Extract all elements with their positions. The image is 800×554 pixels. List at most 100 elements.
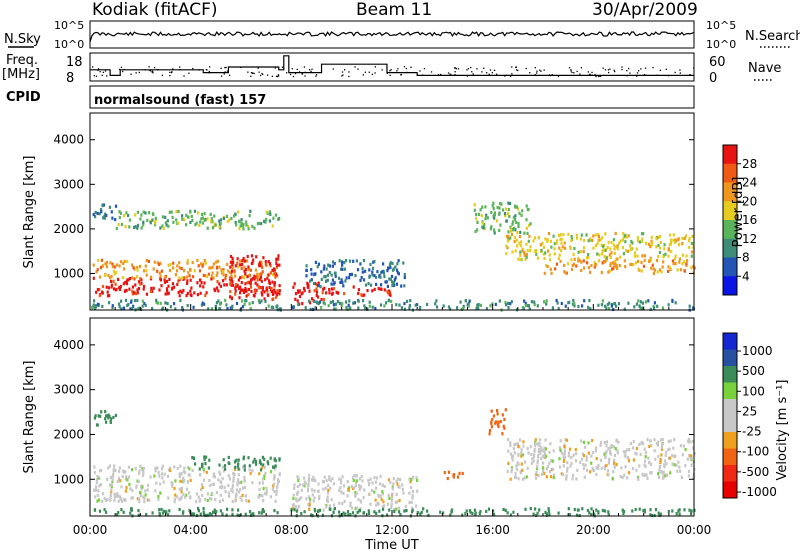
power-cell [172, 266, 175, 270]
time-axis-label: Time UT [364, 538, 418, 553]
velocity-cell [221, 476, 224, 481]
power-cell [359, 262, 362, 266]
power-cell [256, 272, 259, 276]
velocity-cell [542, 461, 545, 465]
power-cell [144, 303, 147, 307]
velocity-cell [208, 458, 211, 462]
power-cell [241, 259, 244, 263]
power-cell [672, 233, 675, 237]
velocity-cell [312, 499, 315, 503]
nave-point [220, 75, 223, 77]
velocity-cell [661, 442, 664, 446]
power-cell [170, 210, 173, 214]
nave-point [525, 67, 527, 70]
velocity-cell [137, 509, 140, 513]
power-cell [99, 208, 103, 212]
power-cell [560, 301, 563, 306]
velocity-cell [676, 469, 679, 473]
velocity-ylabel: Slant Range [km] [22, 361, 37, 474]
power-cell [179, 298, 182, 302]
power-cell [261, 270, 264, 274]
velocity-cell [509, 477, 512, 481]
velocity-cell [543, 446, 546, 450]
power-cell [239, 291, 242, 295]
velocity-cell [227, 474, 230, 478]
power-cell [582, 259, 585, 263]
velocity-cell [659, 458, 662, 462]
velocity-cell [397, 484, 400, 489]
power-cell [340, 267, 343, 271]
power-cell [361, 270, 364, 274]
power-cell [612, 266, 615, 270]
power-cell [110, 279, 113, 283]
velocity-cell [607, 447, 610, 451]
power-cell [266, 276, 269, 280]
velocity-cell [98, 484, 101, 488]
power-cell [166, 289, 169, 293]
power-cell [177, 209, 180, 214]
velocity-cell [563, 445, 566, 449]
power-cell [138, 280, 141, 284]
power-cell [216, 280, 219, 284]
power-cell [134, 283, 137, 287]
power-cell [391, 284, 394, 288]
velocity-cell [349, 501, 352, 505]
power-cell [506, 246, 509, 250]
power-cell [274, 291, 277, 295]
power-cell [601, 299, 604, 303]
power-cell [183, 218, 186, 222]
power-cell [621, 238, 624, 242]
power-cell [481, 221, 484, 225]
nave-point [472, 73, 474, 75]
cpid-panel: CPID normalsound (fast) 157 [6, 85, 695, 109]
power-cell [240, 281, 243, 285]
power-cell [240, 267, 243, 271]
power-cell [95, 290, 98, 294]
velocity-cell [343, 484, 346, 488]
power-cell [510, 229, 513, 233]
power-cell [154, 223, 157, 227]
power-cell [673, 240, 677, 244]
velocity-cell [588, 511, 591, 515]
colorbar-tick-label: 100 [742, 384, 765, 398]
velocity-cell [668, 447, 671, 451]
power-cell [234, 289, 237, 293]
nave-point [511, 73, 513, 75]
velocity-cell [343, 499, 346, 504]
velocity-cell [162, 511, 165, 515]
power-cell [587, 253, 590, 257]
power-cell [122, 261, 125, 265]
power-cell [688, 236, 691, 241]
cpid-text: normalsound (fast) 157 [94, 93, 266, 108]
power-cell [608, 269, 611, 273]
velocity-cell [353, 486, 356, 490]
power-cell [526, 231, 529, 235]
velocity-cell [605, 440, 608, 444]
velocity-cell [123, 497, 126, 501]
velocity-cell [134, 467, 137, 471]
power-cell [133, 225, 136, 230]
velocity-cell [262, 487, 265, 491]
colorbar-segment [723, 349, 737, 367]
power-cell [614, 231, 617, 236]
nave-point [308, 69, 311, 71]
power-cell [336, 291, 339, 295]
power-cell [94, 304, 97, 308]
velocity-cell [144, 489, 147, 493]
power-cell [229, 295, 232, 299]
velocity-cell [616, 449, 619, 453]
velocity-cell [403, 509, 406, 513]
velocity-cell [522, 477, 525, 481]
velocity-cell [674, 454, 677, 458]
power-cell [500, 202, 503, 206]
power-cell [252, 258, 255, 262]
velocity-cell [506, 511, 509, 515]
power-cell [242, 227, 245, 231]
power-cell [516, 231, 519, 235]
power-cell [186, 281, 189, 285]
velocity-cell [129, 487, 132, 491]
freq-label: Freq. [6, 53, 38, 68]
power-cell [364, 269, 367, 273]
power-cell [678, 257, 681, 261]
power-cell [503, 212, 507, 216]
